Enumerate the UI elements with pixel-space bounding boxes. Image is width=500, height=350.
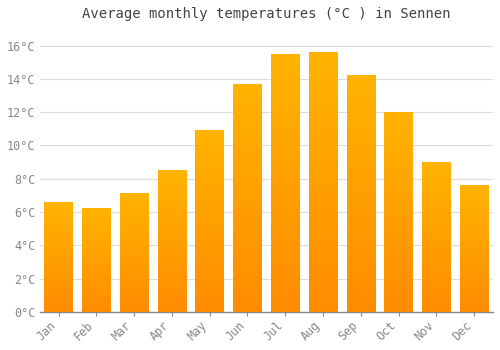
- Bar: [346, 76, 375, 312]
- Bar: [120, 194, 148, 312]
- Bar: [422, 162, 450, 312]
- Bar: [460, 186, 488, 312]
- Bar: [384, 112, 413, 312]
- Bar: [309, 52, 337, 312]
- Bar: [234, 84, 262, 312]
- Bar: [158, 170, 186, 312]
- Bar: [44, 202, 72, 312]
- Bar: [82, 209, 110, 312]
- Bar: [196, 131, 224, 312]
- Bar: [271, 54, 300, 312]
- Title: Average monthly temperatures (°C ) in Sennen: Average monthly temperatures (°C ) in Se…: [82, 7, 450, 21]
